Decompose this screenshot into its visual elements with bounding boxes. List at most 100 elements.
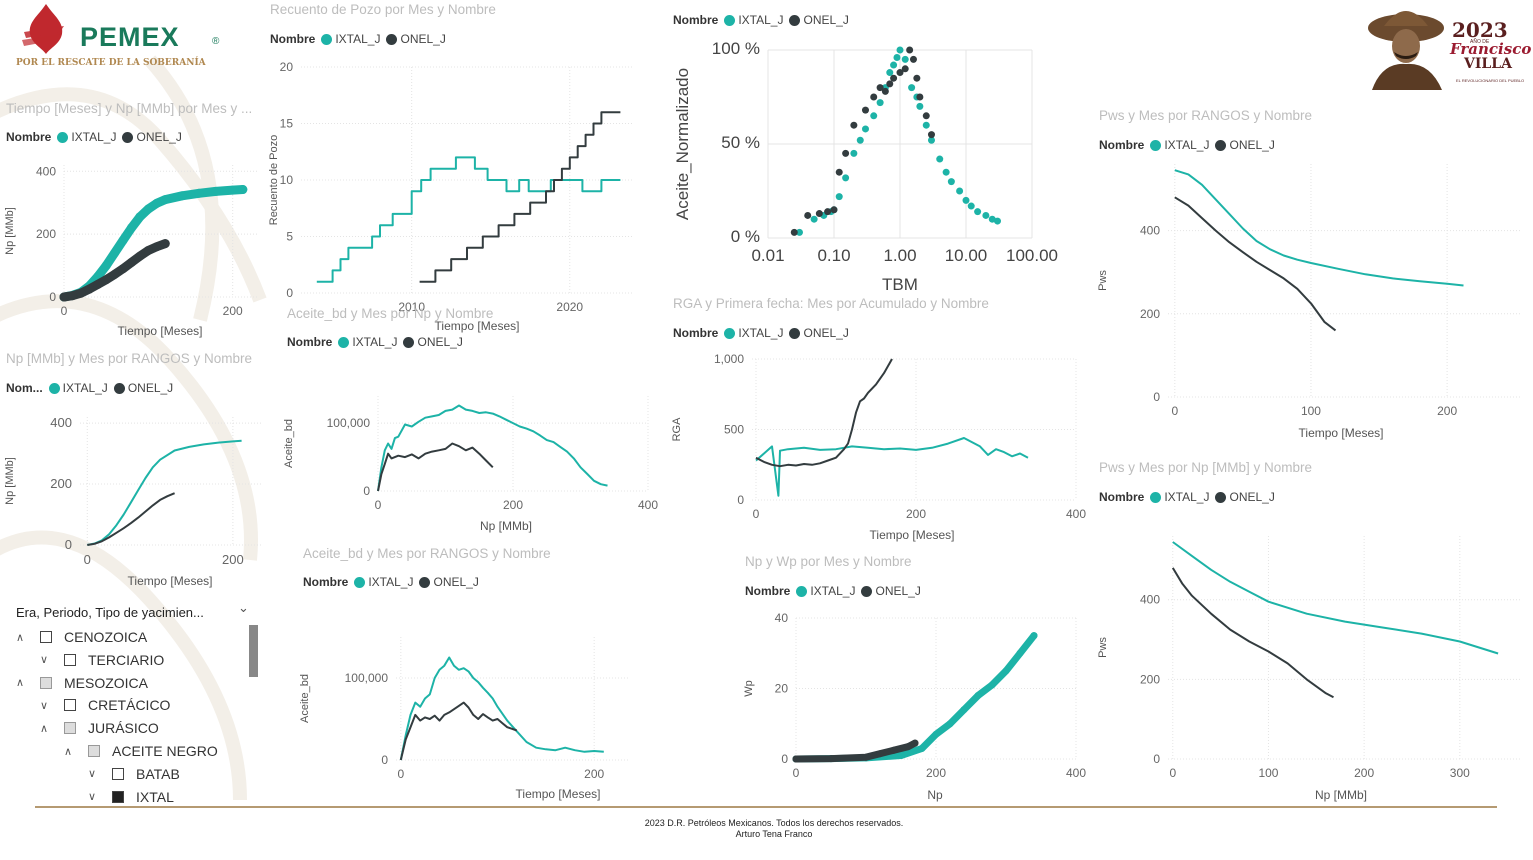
series-line	[316, 156, 621, 283]
chevron-up-icon[interactable]: ∧	[16, 631, 25, 644]
chart-np-mes-rangos[interactable]: 0 200 400 0 200 Tiempo [Meses] Np [MMb] Np [MMb…	[0, 345, 272, 595]
chart-aceite-np[interactable]: 0 100,000 0 200 400 Np [MMb] Aceite_bd Aceite_b…	[282, 300, 667, 540]
legend-item-ixtal-j[interactable]: IXTAL_J	[354, 575, 413, 589]
chart-legend[interactable]: Nombre IXTAL_J ONEL_J	[1099, 138, 1281, 152]
data-point	[922, 112, 930, 120]
slicer-item-batab[interactable]: ∨ BATAB	[88, 764, 180, 784]
checkbox[interactable]	[40, 676, 52, 689]
checkbox[interactable]	[40, 631, 52, 643]
series-onel-j	[419, 111, 621, 283]
chart-legend[interactable]: Nombre IXTAL_J ONEL_J	[270, 32, 452, 46]
data-point	[835, 168, 843, 176]
chart-legend[interactable]: Nombre IXTAL_J ONEL_J	[1099, 490, 1281, 504]
footer-copyright: 2023 D.R. Petróleos Mexicanos. Todos los…	[644, 818, 904, 828]
chevron-down-icon[interactable]: ⌄	[238, 600, 249, 615]
checkbox[interactable]	[64, 653, 76, 666]
data-point	[118, 235, 128, 245]
y-axis-title: Recuento de Pozo	[268, 135, 280, 226]
series-line	[399, 701, 518, 761]
chart-legend[interactable]: Nombre IXTAL_J ONEL_J	[287, 335, 469, 349]
legend-item-ixtal-j[interactable]: IXTAL_J	[1150, 138, 1209, 152]
data-point	[135, 251, 145, 261]
legend-item-ixtal-j[interactable]: IXTAL_J	[338, 335, 397, 349]
legend-item-onel-j[interactable]: ONEL_J	[403, 335, 463, 349]
chevron-down-icon[interactable]: ∨	[88, 791, 97, 804]
slicer-item-cenozoica[interactable]: ∧ CENOZOICA	[16, 627, 147, 647]
series-ixtal-j	[87, 439, 242, 546]
chart-legend[interactable]: Nombre IXTAL_J ONEL_J	[303, 575, 485, 589]
x-tick-label: 10.00	[945, 246, 988, 265]
chart-legend[interactable]: Nombre IXTAL_J ONEL_J	[673, 13, 855, 27]
slicer-item-aceite-negro[interactable]: ∧ ACEITE NEGRO	[64, 741, 218, 761]
x-tick-label: 0	[753, 507, 760, 521]
checkbox[interactable]	[64, 722, 76, 735]
chevron-up-icon[interactable]: ∧	[64, 745, 73, 758]
legend-title: Nombre	[1099, 138, 1145, 152]
legend-item-onel-j[interactable]: ONEL_J	[419, 575, 479, 589]
legend-item-onel-j[interactable]: ONEL_J	[789, 326, 849, 340]
chart-legend[interactable]: Nom... IXTAL_J ONEL_J	[6, 381, 179, 395]
chart-aceite-normalizado[interactable]: 0 % 50 % 100 % 0.01 0.10 1.00 10.00 100.00 TBM Ac…	[668, 8, 1068, 298]
y-tick-label: 0	[286, 286, 293, 300]
series-onel-j	[377, 442, 494, 492]
chevron-up-icon[interactable]: ∧	[16, 677, 25, 690]
slicer-item-ixtal[interactable]: ∨ IXTAL	[88, 787, 174, 807]
legend-item-ixtal-j[interactable]: IXTAL_J	[48, 381, 108, 395]
chevron-up-icon[interactable]: ∧	[40, 722, 49, 735]
chart-svg: 0 5 10 15 20 2010 2020 Tiempo [Meses] Recuento d…	[268, 60, 633, 333]
slicer-scrollbar[interactable]	[249, 625, 258, 677]
year-caption: EL REVOLUCIONARIO DEL PUEBLO	[1456, 78, 1525, 83]
legend-item-ixtal-j[interactable]: IXTAL_J	[724, 326, 783, 340]
chart-tiempo-np-scatter[interactable]: 0 200 400 0 200 Tiempo [Meses] Np [MMb] Tiempo …	[0, 95, 272, 345]
slicer-item-terciario[interactable]: ∨ TERCIARIO	[40, 650, 164, 670]
chart-aceite-rangos[interactable]: 0 100,000 0 200 Tiempo [Meses] Aceite_bd Aceit…	[298, 542, 638, 804]
checkbox[interactable]	[64, 699, 76, 712]
legend-swatch	[1150, 491, 1162, 503]
x-tick-label: 100	[1301, 404, 1321, 418]
legend-item-onel-j[interactable]: ONEL_J	[1215, 490, 1275, 504]
slicer-item-mesozoica[interactable]: ∧ MESOZOICA	[16, 673, 148, 693]
data-point	[881, 87, 889, 95]
checkbox[interactable]	[88, 745, 100, 757]
chart-legend[interactable]: Nombre IXTAL_J ONEL_J	[6, 130, 188, 144]
chart-np-wp[interactable]: 0 20 40 0 200 400 Np Wp Np y Wp por Mes y Nombre…	[740, 550, 1090, 805]
chevron-down-icon[interactable]: ∨	[88, 768, 97, 781]
legend-item-ixtal-j[interactable]: IXTAL_J	[1150, 490, 1209, 504]
chart-pws-np[interactable]: 0 200 400 0 100 200 300 Np [MMb] Pws Pws y Mes po…	[1094, 456, 1533, 806]
slicer-item-jurásico[interactable]: ∧ JURÁSICO	[40, 718, 159, 738]
era-slicer[interactable]: Era, Periodo, Tipo de yacimien... ⌄ ∧ CEN…	[10, 600, 265, 805]
legend-label: ONEL_J	[127, 381, 174, 395]
legend-item-ixtal-j[interactable]: IXTAL_J	[57, 130, 116, 144]
slicer-item-label: BATAB	[136, 765, 180, 782]
data-point	[893, 54, 901, 62]
series-line	[399, 656, 604, 761]
data-point	[942, 168, 950, 176]
data-point	[850, 121, 858, 129]
chart-recuento-pozo[interactable]: 0 5 10 15 20 2010 2020 Tiempo [Meses] Recuento d…	[265, 0, 645, 333]
chevron-down-icon[interactable]: ∨	[40, 699, 49, 712]
legend-item-onel-j[interactable]: ONEL_J	[386, 32, 446, 46]
legend-item-onel-j[interactable]: ONEL_J	[1215, 138, 1275, 152]
slicer-item-cretácico[interactable]: ∨ CRETÁCICO	[40, 695, 170, 715]
legend-item-ixtal-j[interactable]: IXTAL_J	[796, 584, 855, 598]
chart-legend[interactable]: Nombre IXTAL_J ONEL_J	[673, 326, 855, 340]
legend-item-ixtal-j[interactable]: IXTAL_J	[321, 32, 380, 46]
data-point	[110, 269, 120, 279]
checkbox[interactable]	[112, 767, 124, 780]
data-point	[842, 174, 850, 182]
chart-legend[interactable]: Nombre IXTAL_J ONEL_J	[745, 584, 927, 598]
data-point	[1016, 649, 1024, 657]
legend-item-onel-j[interactable]: ONEL_J	[122, 130, 182, 144]
legend-item-onel-j[interactable]: ONEL_J	[789, 13, 849, 27]
y-tick-label: 50 %	[721, 133, 760, 152]
chart-rga[interactable]: 0 500 1,000 0 200 400 Tiempo [Meses] RGA RGA y P…	[668, 290, 1088, 545]
data-point	[804, 211, 812, 219]
chart-pws-rangos[interactable]: 0 200 400 0 100 200 Tiempo [Meses] Pws Pws y Mes…	[1094, 104, 1533, 444]
data-point	[861, 125, 869, 133]
checkbox[interactable]	[112, 790, 124, 803]
legend-item-ixtal-j[interactable]: IXTAL_J	[724, 13, 783, 27]
legend-item-onel-j[interactable]: ONEL_J	[861, 584, 921, 598]
data-point	[982, 211, 990, 219]
chevron-down-icon[interactable]: ∨	[40, 654, 49, 667]
legend-item-onel-j[interactable]: ONEL_J	[113, 381, 174, 395]
